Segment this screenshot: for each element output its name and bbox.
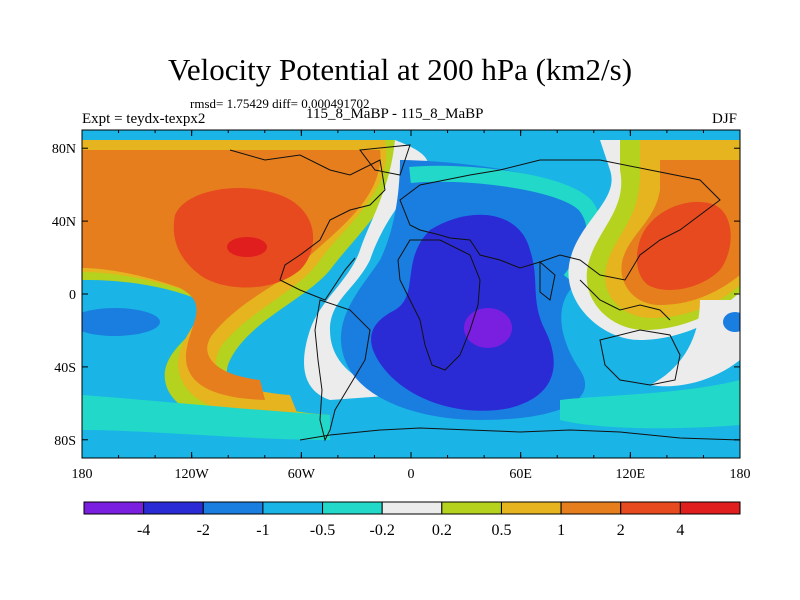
coast-australia: [599, 329, 681, 386]
center-label: 115_8_MaBP - 115_8_MaBP: [306, 106, 484, 122]
y-tick-label: 40N: [52, 215, 76, 230]
y-tick-label: 80N: [52, 142, 76, 157]
coast-greenland: [359, 144, 411, 176]
coast-south-america: [314, 299, 371, 442]
colorbar-swatch: [560, 501, 622, 515]
colorbar-label: -2: [197, 522, 210, 539]
colorbar-swatch: [322, 501, 383, 515]
season-label: DJF: [712, 111, 738, 127]
experiment-label: Expt = teydx-texpx2: [82, 111, 206, 127]
colorbar: -4 -2 -1 -0.5 -0.2 0.2 0.5 1 2 4: [83, 501, 741, 539]
contour-field: [82, 130, 740, 458]
y-axis: 80N 40N 0 40S 80S: [52, 142, 740, 449]
y-tick-label: 40S: [54, 361, 76, 376]
contour-band-west-peak: [227, 237, 267, 257]
colorbar-swatch: [202, 501, 264, 515]
coastlines: [229, 144, 740, 442]
colorbar-label: -1: [256, 522, 269, 539]
x-tick-label: 180: [730, 467, 751, 482]
coast-europe-asia: [399, 159, 721, 281]
x-tick-label: 60E: [509, 467, 532, 482]
colorbar-label: 1: [557, 522, 565, 539]
colorbar-label: 4: [676, 522, 684, 539]
coast-antarctica: [299, 427, 740, 441]
colorbar-label: -0.5: [310, 522, 335, 539]
coast-india: [539, 260, 556, 301]
coast-africa: [397, 239, 481, 371]
stats-label: rmsd= 1.75429 diff= 0.000491702: [190, 96, 370, 111]
x-tick-label: 120W: [175, 467, 210, 482]
x-tick-label: 180: [72, 467, 93, 482]
colorbar-swatch: [83, 501, 145, 515]
coast-southeast-asia: [579, 279, 671, 321]
y-tick-label: 0: [69, 288, 76, 303]
x-axis: 180 120W 60W 0 60E 120E 180: [72, 130, 751, 482]
contour-band-west-low: [82, 308, 160, 336]
contour-band-south-0.2n: [82, 395, 330, 440]
contour-band-east-low: [723, 312, 740, 332]
x-tick-label: 120E: [616, 467, 646, 482]
colorbar-label: 0.5: [491, 522, 511, 539]
x-tick-label: 60W: [288, 467, 316, 482]
colorbar-swatch: [679, 501, 741, 515]
contour-band-southeast: [560, 380, 740, 429]
y-tick-label: 80S: [54, 434, 76, 449]
chart-title: Velocity Potential at 200 hPa (km2/s): [167, 52, 633, 87]
colorbar-swatch: [262, 501, 324, 515]
colorbar-label: 2: [617, 522, 625, 539]
x-tick-label: 0: [408, 467, 415, 482]
colorbar-swatch: [620, 501, 681, 515]
colorbar-swatch: [143, 501, 204, 515]
contour-band-east-4: [636, 201, 731, 290]
contour-band-east-edge: [650, 300, 740, 387]
colorbar-label: -0.2: [370, 522, 395, 539]
colorbar-swatch: [441, 501, 502, 515]
colorbar-swatch: [500, 501, 562, 515]
colorbar-swatch: [381, 501, 443, 515]
colorbar-label: -4: [137, 522, 150, 539]
contour-band-central-4n: [464, 308, 512, 348]
coast-north-america: [229, 149, 386, 301]
colorbar-label: 0.2: [432, 522, 452, 539]
